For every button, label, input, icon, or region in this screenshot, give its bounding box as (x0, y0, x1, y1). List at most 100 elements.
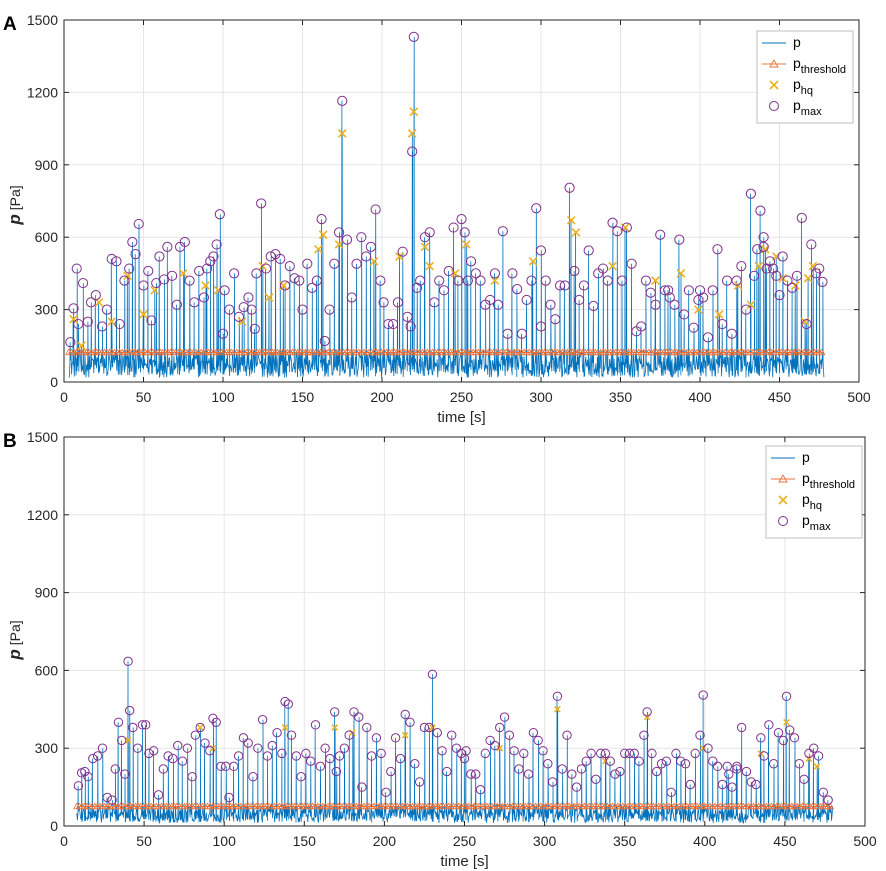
hq-marker (69, 314, 78, 324)
max-marker (543, 759, 553, 769)
max-marker (116, 735, 127, 746)
max-marker (490, 740, 500, 751)
max-marker (475, 784, 486, 795)
max-marker (243, 738, 253, 748)
max-marker (624, 748, 635, 759)
max-marker (371, 733, 382, 743)
max-marker (818, 787, 829, 797)
max-marker (814, 263, 825, 274)
max-marker (138, 280, 149, 291)
max-marker (306, 282, 318, 293)
max-marker (224, 304, 235, 315)
max-marker (796, 212, 807, 223)
max-marker (310, 720, 321, 730)
max-marker (576, 764, 587, 774)
x-tick-label: 300 (533, 833, 557, 849)
max-marker (97, 321, 108, 332)
max-marker (243, 292, 254, 303)
max-marker (516, 328, 528, 339)
chart-panel-b: 0 50 100 150 200 250 300 350 400 450 500 0 300 600 900… (3, 429, 877, 870)
hq-marker (490, 276, 500, 286)
max-marker (83, 772, 93, 782)
max-marker (578, 280, 590, 291)
max-marker (158, 764, 169, 774)
max-marker (799, 774, 809, 785)
max-marker (466, 769, 476, 779)
threshold-marker (818, 348, 826, 356)
max-marker (408, 31, 419, 42)
x-tick-label: 400 (688, 389, 712, 405)
max-marker (794, 759, 805, 769)
max-marker (442, 766, 452, 777)
max-marker (642, 707, 652, 717)
max-marker (65, 337, 76, 348)
max-marker (823, 795, 833, 805)
max-marker (383, 318, 394, 330)
threshold-marker (826, 802, 835, 810)
max-marker (489, 268, 500, 279)
legend-symbol-max (769, 101, 779, 111)
max-marker (198, 292, 210, 303)
max-marker (535, 245, 547, 256)
hq-marker (651, 276, 660, 286)
max-marker (698, 292, 709, 303)
x-tick-label: 450 (768, 389, 792, 405)
max-marker (208, 251, 219, 262)
max-marker (768, 759, 779, 769)
max-marker (275, 253, 286, 265)
max-marker (334, 751, 345, 761)
max-marker (471, 769, 481, 779)
max-marker (331, 766, 342, 777)
hq-marker (409, 107, 419, 117)
y-axis-label-symbol: p (5, 649, 24, 660)
legend-label-main: p (802, 470, 810, 486)
max-marker (781, 691, 792, 702)
max-marker (702, 332, 714, 343)
y-tick-label: 600 (35, 662, 59, 678)
max-marker (732, 764, 742, 774)
y-tick-label: 900 (35, 157, 59, 173)
max-marker (351, 258, 362, 269)
max-marker (146, 315, 157, 326)
max-marker (685, 779, 696, 790)
hq-marker (425, 261, 435, 271)
max-marker (809, 743, 819, 753)
max-marker (370, 204, 381, 215)
y-axis-label-unit: [Pa] (7, 620, 23, 645)
x-tick-label: 450 (773, 833, 797, 849)
x-tick-label: 250 (450, 389, 474, 405)
max-marker (647, 748, 657, 759)
max-marker (238, 302, 249, 313)
max-marker (289, 273, 300, 284)
hq-marker (331, 724, 339, 731)
max-marker (497, 226, 508, 237)
hq-marker (566, 215, 576, 225)
max-marker (320, 743, 330, 753)
max-marker (375, 275, 386, 286)
max-marker (652, 766, 662, 777)
max-marker (262, 751, 273, 761)
max-marker (567, 769, 577, 779)
max-marker (659, 285, 671, 296)
max-marker (357, 782, 367, 792)
max-marker (73, 318, 84, 330)
max-marker (554, 280, 566, 291)
x-tick-label: 0 (60, 389, 68, 405)
hq-marker (778, 273, 788, 283)
max-marker (569, 265, 580, 277)
series-max-markers (65, 31, 828, 348)
hq-marker (77, 341, 86, 351)
max-marker (768, 263, 779, 274)
max-marker (448, 222, 459, 233)
hq-marker (139, 310, 148, 319)
hq-marker (496, 744, 504, 752)
max-marker (761, 263, 772, 274)
max-marker (789, 733, 800, 743)
max-marker (782, 275, 793, 286)
max-marker (581, 756, 591, 766)
max-marker (101, 304, 113, 315)
max-marker (475, 275, 486, 286)
max-marker (219, 285, 230, 296)
max-marker (523, 769, 534, 779)
x-tick-label: 0 (60, 833, 68, 849)
